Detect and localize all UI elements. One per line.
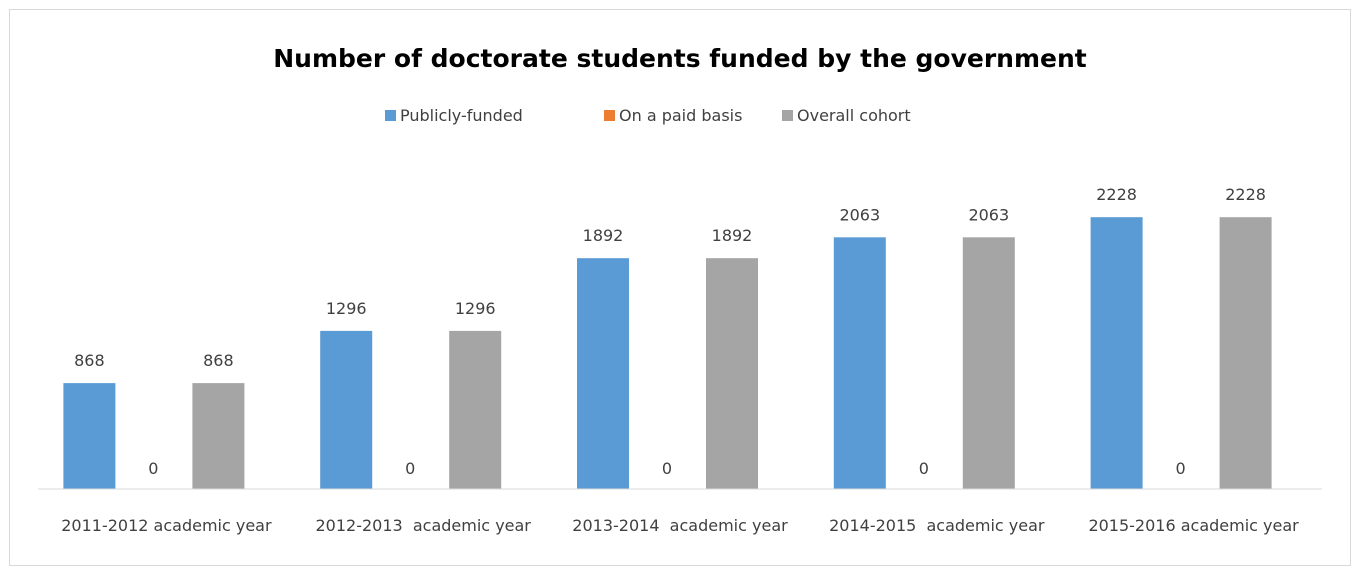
data-label-1-4: 0 [1176,459,1186,478]
category-label-2: 2013-2014 academic year [572,516,788,535]
legend: Publicly-funded On a paid basis Overall co… [385,106,911,125]
data-labels: 868 0 868 1296 0 1296 1892 0 1892 2063 0 2063 2228 0 2… [74,185,1266,478]
data-label-2-0: 868 [203,351,234,370]
category-labels: 2011-2012 academic year 2012-2013 academi… [61,516,1299,535]
chart-title: Number of doctorate students funded by t… [273,44,1087,73]
legend-swatch-0 [385,110,396,121]
data-label-2-2: 1892 [712,226,753,245]
bar-0-0 [63,383,116,489]
category-label-1: 2012-2013 academic year [315,516,531,535]
data-label-0-0: 868 [74,351,105,370]
bar-0-3 [833,237,886,489]
bar-2-2 [706,258,758,489]
data-label-0-2: 1892 [583,226,624,245]
legend-swatch-1 [604,110,615,121]
category-label-0: 2011-2012 academic year [61,516,272,535]
bar-0-1 [320,330,373,489]
data-label-2-4: 2228 [1225,185,1266,204]
bar-2-1 [449,330,502,489]
data-label-1-0: 0 [148,459,158,478]
legend-swatch-2 [782,110,793,121]
data-label-0-1: 1296 [326,299,367,318]
data-label-1-3: 0 [919,459,929,478]
legend-label-2: Overall cohort [797,106,911,125]
bars [63,217,1272,489]
data-label-1-2: 0 [662,459,672,478]
bar-0-4 [1090,217,1143,489]
bar-0-2 [577,258,629,489]
data-label-1-1: 0 [405,459,415,478]
data-label-0-3: 2063 [839,205,880,224]
data-label-0-4: 2228 [1096,185,1137,204]
category-label-3: 2014-2015 academic year [829,516,1045,535]
bar-2-4 [1219,217,1272,489]
legend-label-1: On a paid basis [619,106,742,125]
category-label-4: 2015-2016 academic year [1088,516,1299,535]
bar-2-3 [962,237,1015,489]
data-label-2-3: 2063 [968,205,1009,224]
data-label-2-1: 1296 [455,299,496,318]
legend-label-0: Publicly-funded [400,106,523,125]
bar-2-0 [192,383,245,489]
